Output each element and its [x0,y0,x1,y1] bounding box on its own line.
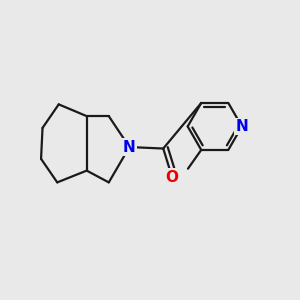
Text: N: N [123,140,136,154]
Text: N: N [236,119,248,134]
Text: O: O [166,169,178,184]
